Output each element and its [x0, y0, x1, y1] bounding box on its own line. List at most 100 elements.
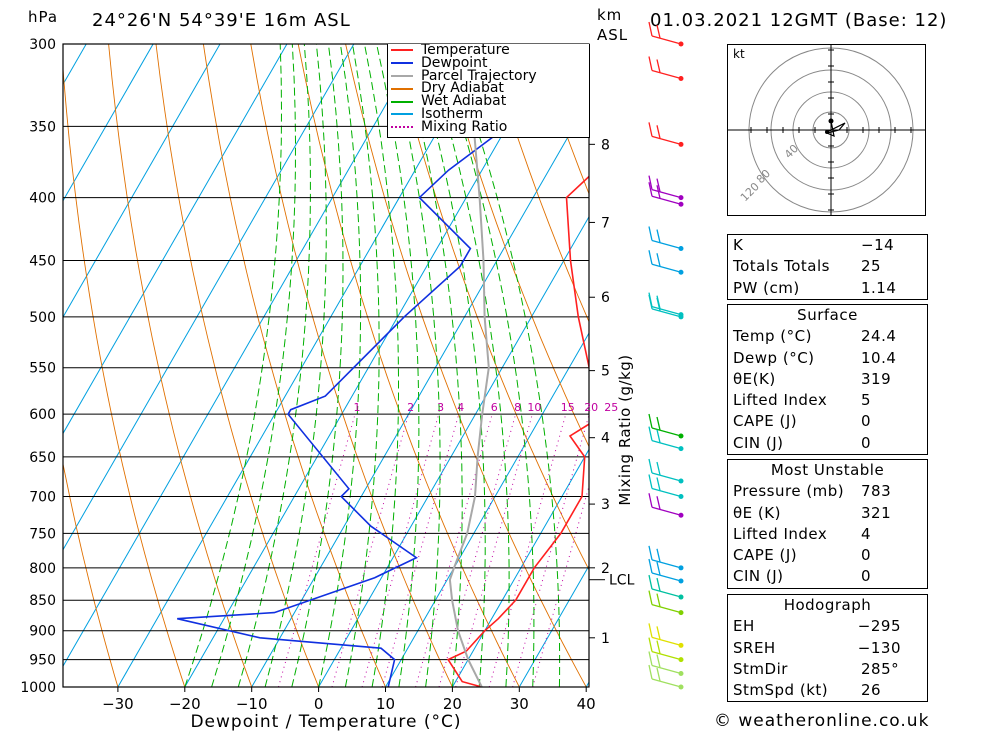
legend-entry: Isotherm — [388, 107, 589, 121]
isotherm-line — [0, 44, 19, 687]
wind-barb-flag — [656, 24, 661, 39]
mixing-ratio-label: 4 — [457, 401, 464, 414]
dry-adiabat-line — [202, 44, 386, 687]
pressure-tick-label: 700 — [29, 490, 56, 506]
wind-barb-shaft — [651, 189, 682, 199]
km-tick-label: 3 — [601, 497, 610, 513]
surface-title: Surface — [797, 306, 858, 324]
legend-label: Parcel Trajectory — [421, 67, 537, 84]
mixing-ratio-line — [488, 414, 567, 687]
credit-text: © weatheronline.co.uk — [714, 711, 930, 731]
pressure-tick-label: 550 — [29, 361, 56, 377]
index-row-k: K −14 — [733, 236, 895, 254]
wind-barb-flag — [648, 590, 653, 605]
mixing-ratio-label: 6 — [491, 401, 498, 414]
most-unstable-title: Most Unstable — [770, 461, 885, 479]
wind-barb-flag — [648, 651, 653, 666]
legend-swatch — [391, 49, 413, 52]
hodograph-table: Hodograph EH −295 SREH −130 StmDir 285° Stm… — [727, 594, 928, 703]
wind-barb-flag — [648, 426, 653, 441]
pressure-tick-label: 600 — [29, 407, 56, 423]
wind-barb-shaft — [651, 506, 682, 516]
wind-barb-flag — [656, 496, 661, 510]
datetime-title: 01.03.2021 12GMT (Base: 12) — [650, 10, 948, 31]
wet-adiabat-line — [184, 44, 283, 687]
wind-barb-flag — [648, 664, 653, 680]
wind-barb-flag — [648, 637, 653, 652]
pressure-tick-label: 900 — [29, 624, 56, 640]
hodo-row: SREH −130 — [733, 638, 901, 657]
wind-barb-flag — [648, 56, 653, 71]
wind-barb-flag — [648, 558, 653, 574]
pressure-tick-label: 500 — [29, 310, 56, 326]
wind-barb-flag — [648, 574, 653, 590]
mu-row: θE (K) 321 — [733, 503, 892, 522]
wind-barb-shaft — [651, 306, 682, 316]
dry-adiabat-line — [63, 461, 119, 687]
legend-swatch — [391, 126, 413, 129]
surface-row: CIN (J) 0 — [733, 433, 872, 452]
wind-barb-flag — [656, 297, 661, 311]
parcel-trajectory-line — [448, 44, 490, 687]
wind-barb-flag — [648, 623, 653, 638]
legend-label: Dry Adiabat — [421, 80, 504, 97]
mu-row: CAPE (J) 0 — [733, 546, 872, 565]
wind-barb-flag — [648, 175, 653, 190]
km-tick-label: 5 — [601, 364, 610, 380]
dry-adiabat-line — [962, 44, 1000, 687]
wind-barb-flag — [656, 59, 661, 73]
wind-barb-flag — [656, 577, 661, 592]
wind-barb-shaft — [651, 559, 682, 569]
legend-swatch — [391, 87, 413, 90]
legend-entry: Temperature — [388, 43, 589, 57]
x-tick-label: 40 — [577, 695, 596, 713]
mixing-ratio-line — [512, 414, 589, 687]
dry-adiabat-line — [155, 44, 320, 687]
hodograph-storm-point — [828, 118, 834, 124]
wind-barb-flag — [656, 253, 661, 267]
asl-unit-label: ASL — [597, 26, 629, 44]
isotherm-line — [63, 44, 154, 202]
surface-row: θE(K) 319 — [733, 369, 892, 388]
isotherm-line — [184, 44, 555, 687]
x-tick-label: 10 — [376, 695, 395, 713]
legend-label: Mixing Ratio — [421, 118, 508, 135]
lcl-label: LCL — [609, 573, 635, 589]
isotherm-line — [451, 448, 589, 687]
wind-barb-shaft — [651, 588, 682, 598]
pressure-tick-label: 1000 — [20, 680, 56, 696]
x-tick-label: 0 — [314, 695, 324, 713]
wind-barb-shaft — [651, 427, 682, 437]
km-tick-label: 6 — [601, 290, 610, 306]
mixing-ratio-label: 15 — [561, 401, 575, 414]
location-title: 24°26'N 54°39'E 16m ASL — [92, 10, 351, 31]
wet-adiabat-line — [448, 44, 561, 687]
x-tick-label: −30 — [102, 695, 134, 713]
wind-barb-flag — [648, 226, 653, 241]
pressure-tick-label: 450 — [29, 254, 56, 270]
wind-barb-flag — [656, 626, 661, 640]
wind-barb-shaft — [651, 135, 682, 145]
legend-swatch — [391, 62, 413, 65]
wet-adiabat-line — [211, 44, 297, 687]
x-tick-label: −20 — [169, 695, 201, 713]
wind-barb-flag — [656, 561, 661, 576]
pressure-tick-label: 800 — [29, 561, 56, 577]
wet-adiabat-line — [237, 44, 311, 687]
wind-barb-flag — [656, 178, 661, 192]
wind-barb-flag — [656, 667, 661, 682]
wind-barb-flag — [648, 294, 653, 309]
most-unstable-table: Most Unstable Pressure (mb) 783 θE (K) 321… — [727, 459, 928, 589]
mixing-ratio-line — [381, 414, 460, 687]
wind-barb-flag — [648, 122, 653, 137]
km-tick-label: 8 — [601, 137, 610, 153]
mixing-ratio-line — [455, 414, 533, 687]
hodograph-unit: kt — [733, 47, 745, 61]
wind-barb-shaft — [651, 678, 682, 688]
legend-entry: Parcel Trajectory — [388, 67, 589, 84]
mixing-ratio-label: 20 — [584, 401, 598, 414]
x-tick-label: 30 — [510, 695, 529, 713]
mu-row: Lifted Index 4 — [733, 524, 872, 543]
wind-barb-shaft — [651, 35, 682, 45]
